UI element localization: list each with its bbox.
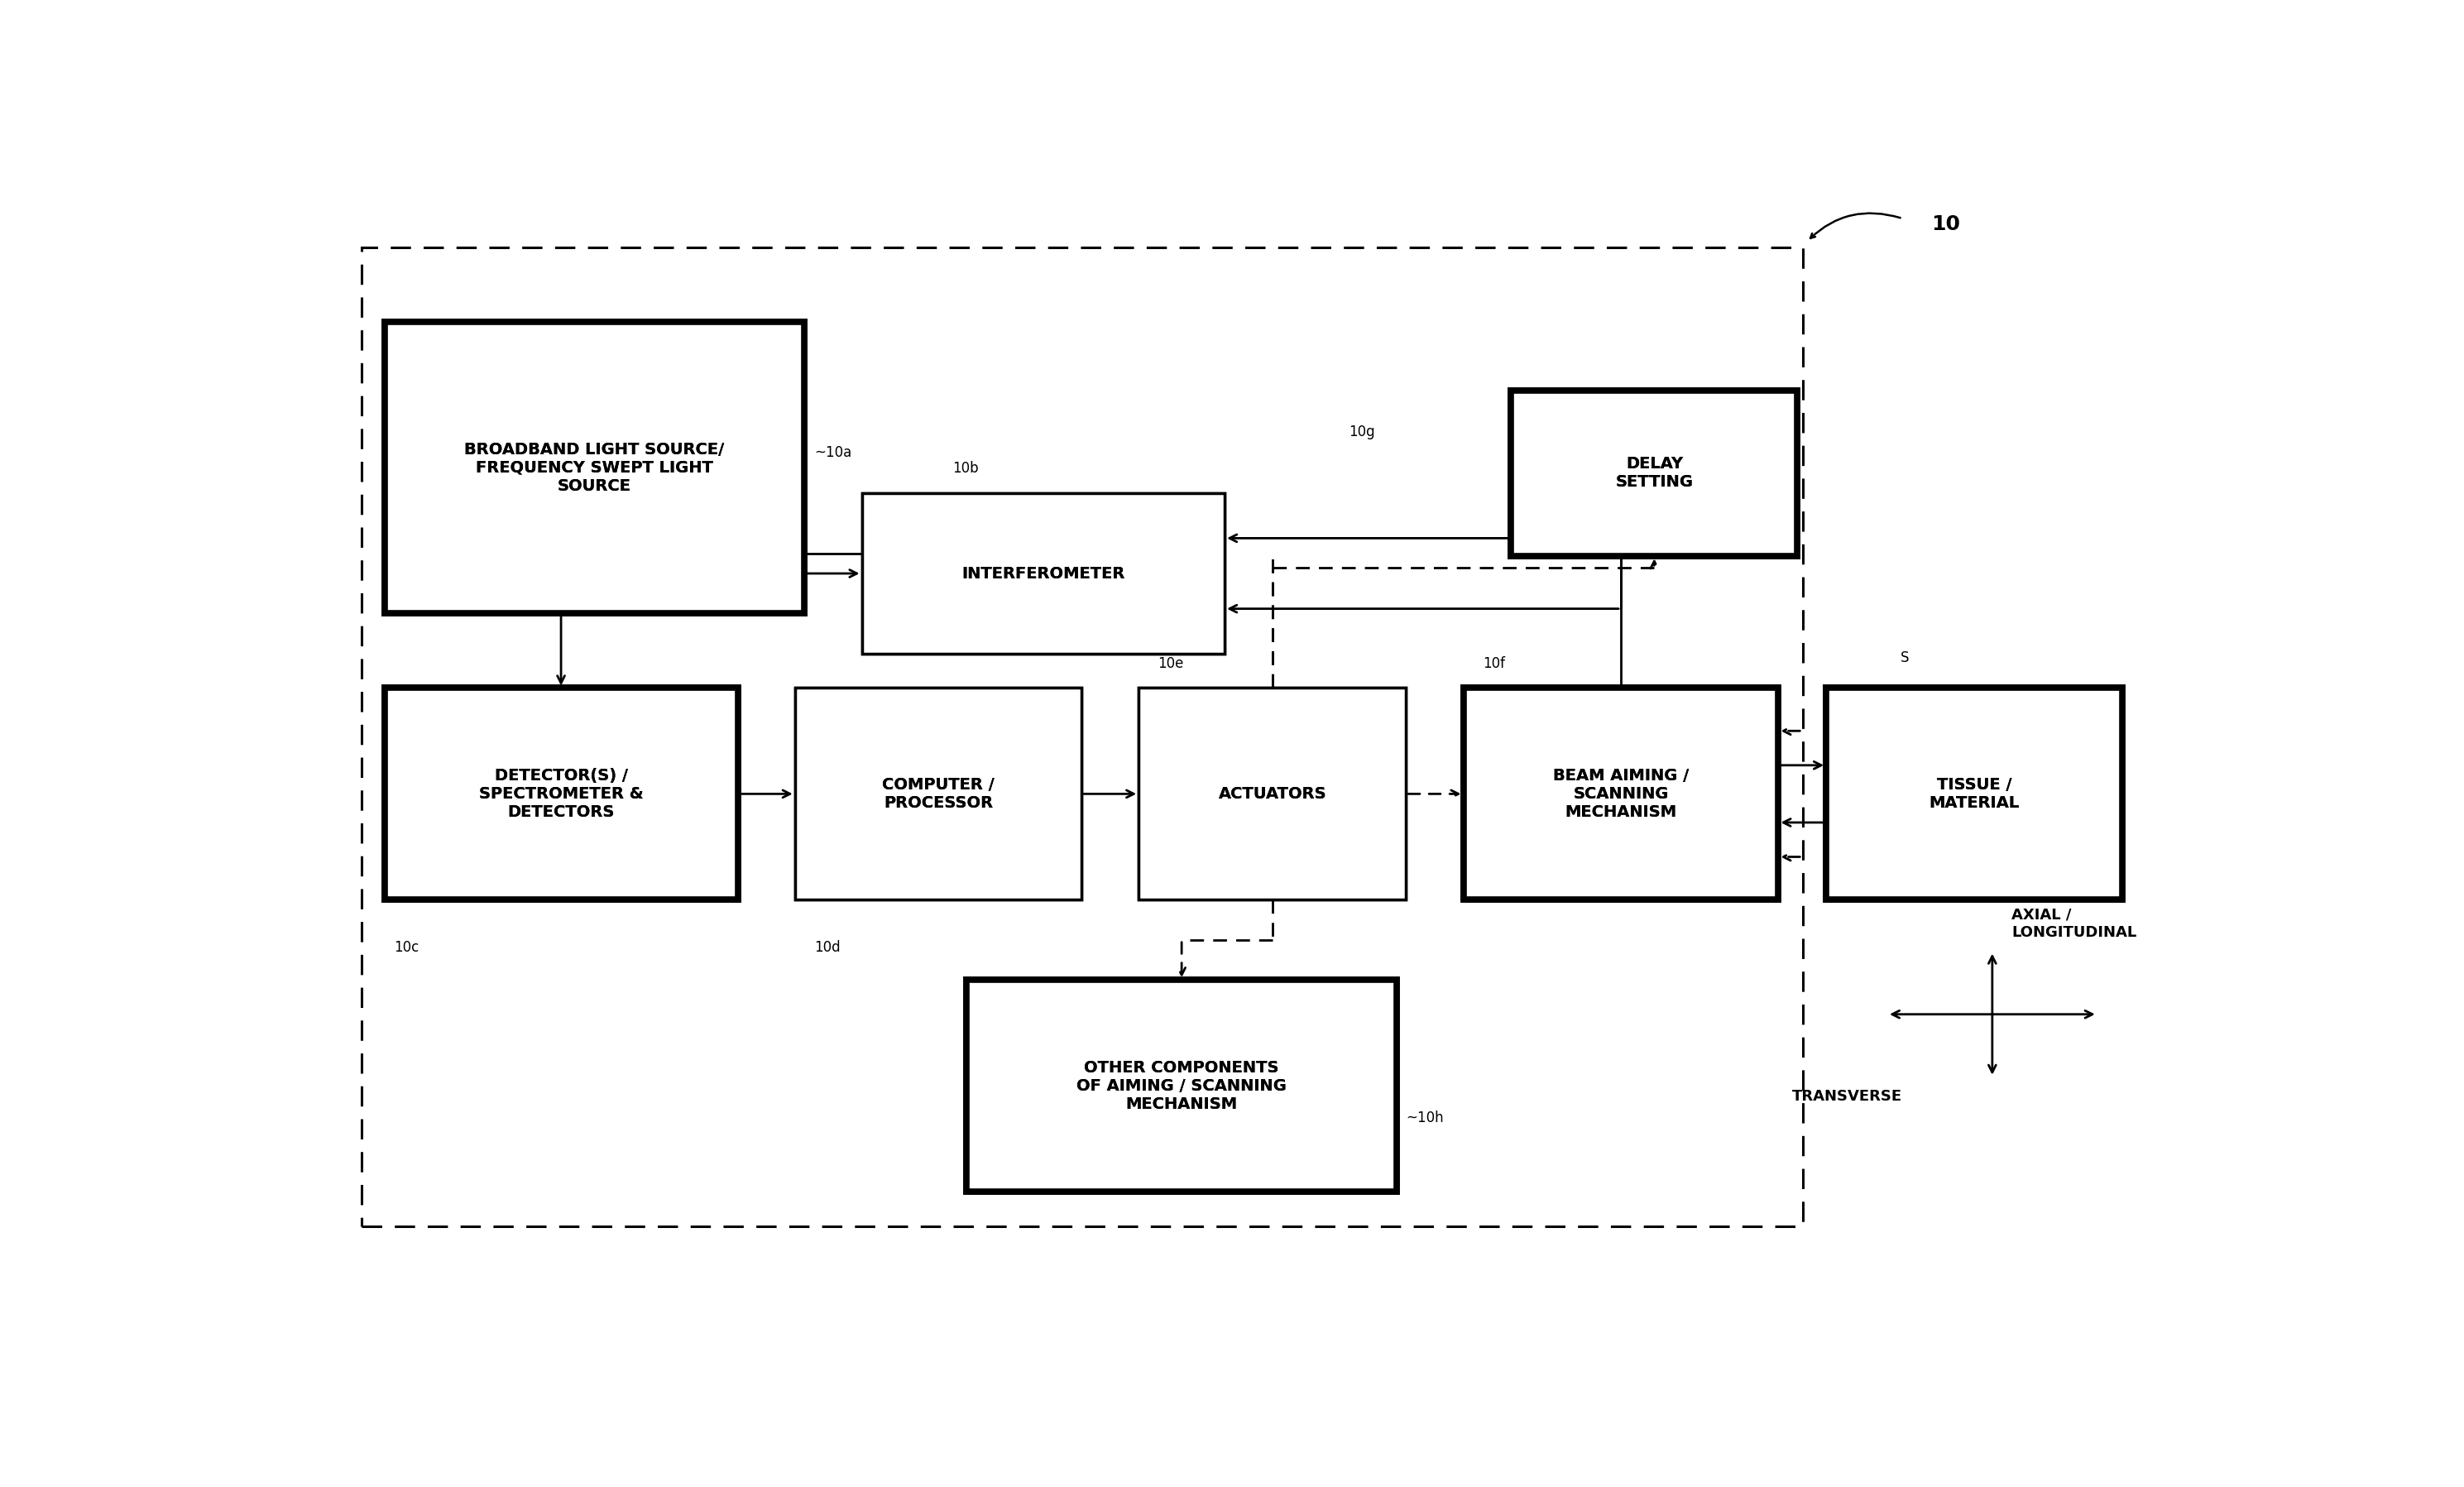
Text: COMPUTER /
PROCESSOR: COMPUTER / PROCESSOR [882, 776, 995, 810]
FancyBboxPatch shape [1510, 390, 1799, 556]
Text: OTHER COMPONENTS
OF AIMING / SCANNING
MECHANISM: OTHER COMPONENTS OF AIMING / SCANNING ME… [1077, 1060, 1286, 1112]
Text: DETECTOR(S) /
SPECTROMETER &
DETECTORS: DETECTOR(S) / SPECTROMETER & DETECTORS [478, 767, 643, 819]
FancyBboxPatch shape [384, 321, 806, 614]
FancyBboxPatch shape [1464, 688, 1779, 900]
Text: DELAY
SETTING: DELAY SETTING [1616, 457, 1693, 491]
Text: ~10a: ~10a [813, 446, 853, 461]
FancyBboxPatch shape [1138, 688, 1407, 900]
Text: BROADBAND LIGHT SOURCE/
FREQUENCY SWEPT LIGHT
SOURCE: BROADBAND LIGHT SOURCE/ FREQUENCY SWEPT … [463, 442, 724, 494]
Text: 10b: 10b [954, 461, 978, 476]
FancyBboxPatch shape [1826, 688, 2122, 900]
FancyBboxPatch shape [862, 494, 1225, 654]
FancyBboxPatch shape [384, 688, 737, 900]
Text: OTHER COMPONENTS
OF AIMING / SCANNING
MECHANISM: OTHER COMPONENTS OF AIMING / SCANNING ME… [1077, 1060, 1286, 1112]
Text: INTERFEROMETER: INTERFEROMETER [961, 565, 1126, 581]
Text: 10: 10 [1932, 214, 1961, 233]
FancyBboxPatch shape [1826, 688, 2122, 900]
Text: BEAM AIMING /
SCANNING
MECHANISM: BEAM AIMING / SCANNING MECHANISM [1552, 767, 1688, 819]
Text: TISSUE /
MATERIAL: TISSUE / MATERIAL [1929, 776, 2020, 810]
FancyBboxPatch shape [1510, 390, 1799, 556]
FancyBboxPatch shape [384, 321, 806, 614]
Text: 10f: 10f [1483, 656, 1506, 671]
Text: TISSUE /
MATERIAL: TISSUE / MATERIAL [1929, 776, 2020, 810]
FancyBboxPatch shape [796, 688, 1082, 900]
FancyBboxPatch shape [966, 980, 1397, 1191]
Text: INTERFEROMETER: INTERFEROMETER [961, 565, 1126, 581]
Text: TRANSVERSE: TRANSVERSE [1791, 1088, 1902, 1103]
Text: ACTUATORS: ACTUATORS [1217, 787, 1326, 801]
Text: BROADBAND LIGHT SOURCE/
FREQUENCY SWEPT LIGHT
SOURCE: BROADBAND LIGHT SOURCE/ FREQUENCY SWEPT … [463, 442, 724, 494]
Text: 10c: 10c [394, 940, 419, 955]
Text: 10e: 10e [1158, 656, 1183, 671]
Text: AXIAL /
LONGITUDINAL: AXIAL / LONGITUDINAL [2011, 907, 2136, 940]
FancyBboxPatch shape [384, 688, 737, 900]
Text: COMPUTER /
PROCESSOR: COMPUTER / PROCESSOR [882, 776, 995, 810]
FancyBboxPatch shape [1464, 688, 1779, 900]
FancyBboxPatch shape [1138, 688, 1407, 900]
Text: BEAM AIMING /
SCANNING
MECHANISM: BEAM AIMING / SCANNING MECHANISM [1552, 767, 1688, 819]
FancyBboxPatch shape [796, 688, 1082, 900]
Text: DETECTOR(S) /
SPECTROMETER &
DETECTORS: DETECTOR(S) / SPECTROMETER & DETECTORS [478, 767, 643, 819]
Text: S: S [1900, 650, 1910, 665]
FancyBboxPatch shape [966, 980, 1397, 1191]
Text: 10g: 10g [1348, 424, 1375, 439]
FancyBboxPatch shape [862, 494, 1225, 654]
Text: DELAY
SETTING: DELAY SETTING [1616, 457, 1693, 491]
Text: ~10h: ~10h [1407, 1111, 1444, 1126]
Text: ACTUATORS: ACTUATORS [1217, 787, 1326, 801]
Text: 10d: 10d [813, 940, 840, 955]
